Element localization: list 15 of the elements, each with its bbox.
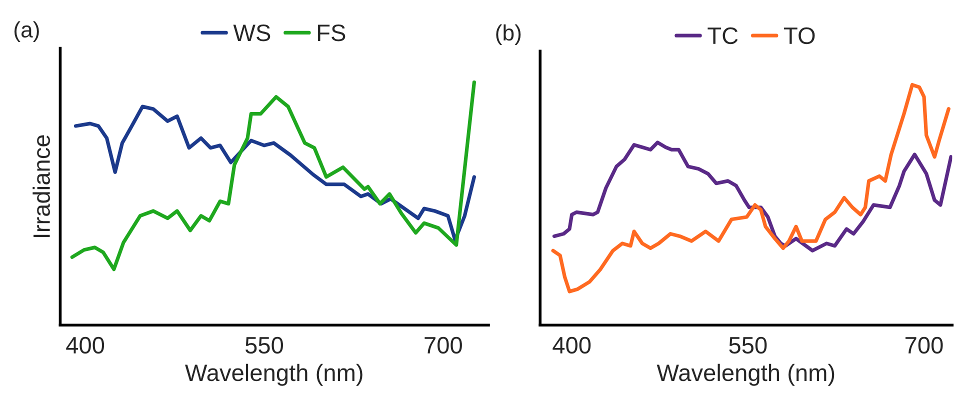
legend-label: WS bbox=[233, 24, 270, 42]
x-tick-label: 700 bbox=[424, 336, 462, 354]
legend-label: FS bbox=[318, 24, 346, 42]
legend-label: TO bbox=[784, 27, 815, 44]
x-tick-label: 550 bbox=[245, 336, 284, 354]
chart-title: (a) bbox=[14, 21, 39, 42]
x-axis-title: Wavelength (nm) bbox=[656, 364, 834, 386]
x-tick-label: 400 bbox=[66, 336, 104, 354]
x-tick-label: 400 bbox=[552, 336, 591, 354]
x-tick-label: 700 bbox=[906, 336, 943, 354]
chart-title: (b) bbox=[496, 24, 521, 46]
x-tick-label: 550 bbox=[729, 336, 767, 354]
y-axis-title: Irradiance bbox=[32, 135, 50, 238]
legend-label: TC bbox=[708, 27, 738, 44]
x-axis-title: Wavelength (nm) bbox=[185, 364, 362, 386]
